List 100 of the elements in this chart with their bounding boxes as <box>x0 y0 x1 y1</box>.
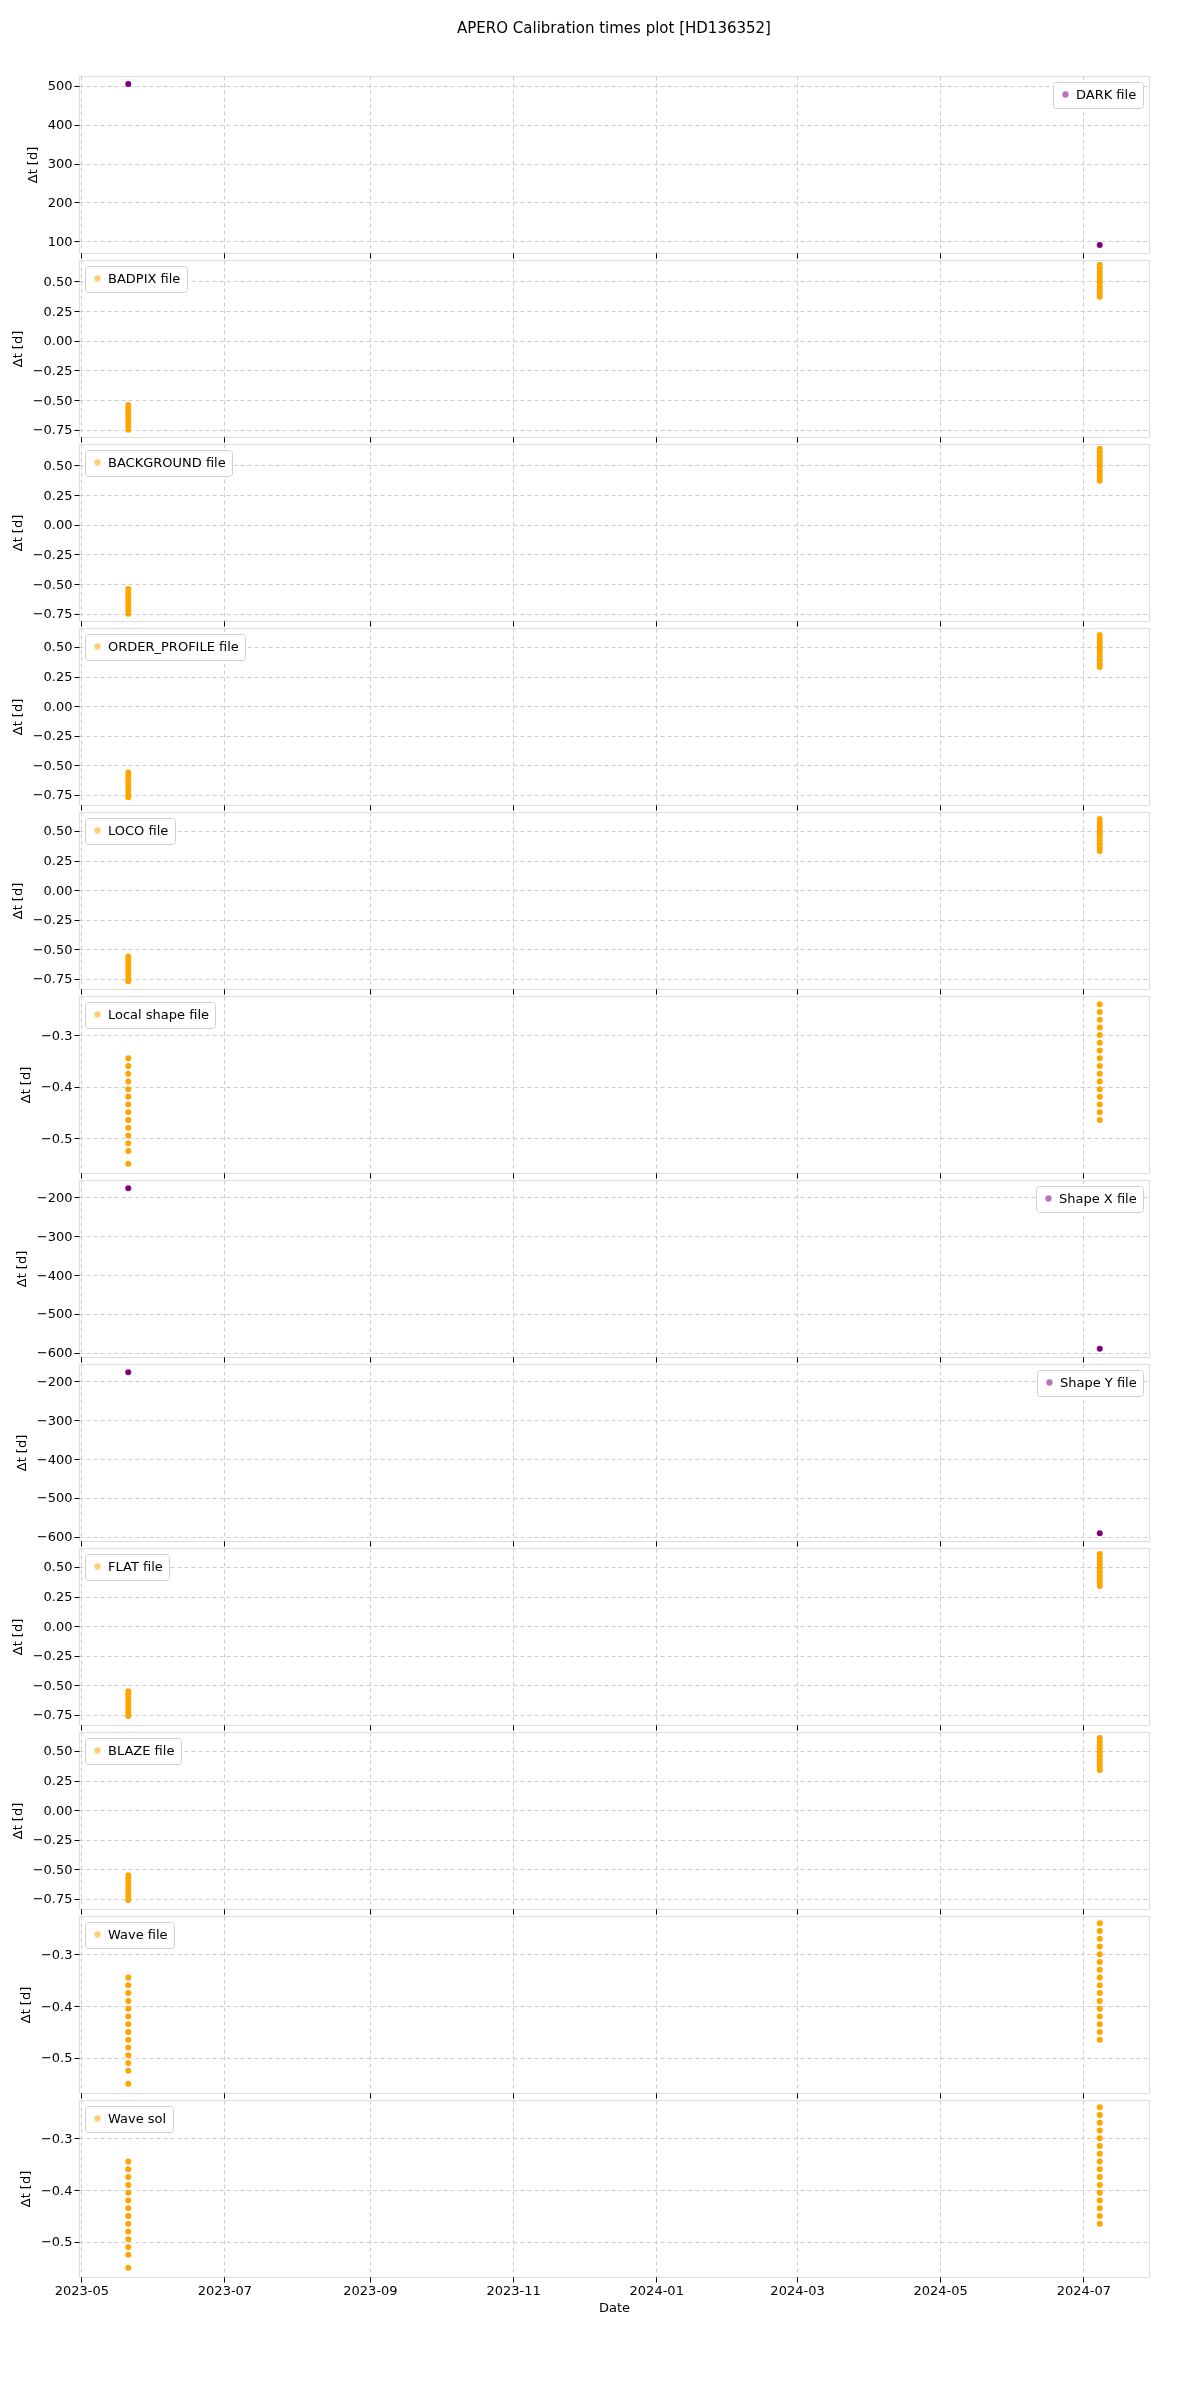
point <box>125 1062 132 1069</box>
legend-label: Shape X file <box>1059 1190 1137 1206</box>
point <box>125 1897 132 1904</box>
point <box>125 1086 132 1093</box>
y-tick-label: 400 <box>47 117 73 133</box>
y-tick-label: −400 <box>36 1267 73 1283</box>
point <box>1096 1001 1103 1008</box>
y-axis-title: Δt [d] <box>9 1618 25 1656</box>
point <box>1096 2166 1103 2173</box>
legend-label: Shape Y file <box>1060 1374 1137 1390</box>
point <box>125 1055 132 1062</box>
point <box>125 2044 132 2051</box>
y-tick-label: −0.50 <box>32 941 73 957</box>
y-tick-label: −0.50 <box>32 576 73 592</box>
point <box>1096 2174 1103 2181</box>
point <box>125 1974 132 1981</box>
x-tick-label: 2024-07 <box>1056 2282 1111 2298</box>
y-tick-label: 0.25 <box>43 1773 73 1789</box>
y-tick-label: −0.3 <box>40 1946 73 1962</box>
point <box>125 1140 132 1147</box>
point <box>1096 2005 1103 2012</box>
x-tick-label: 2024-05 <box>913 2282 968 2298</box>
y-tick-label: 0.25 <box>43 303 73 319</box>
point <box>1096 1101 1103 1108</box>
point <box>125 2013 132 2020</box>
y-tick-label: 500 <box>47 78 73 94</box>
x-axis-title: Date <box>598 2299 631 2315</box>
y-tick-label: −0.50 <box>32 1861 73 1877</box>
y-tick-label: −0.5 <box>40 2050 73 2066</box>
point <box>125 794 132 801</box>
point <box>1096 1062 1103 1069</box>
point <box>1096 2189 1103 2196</box>
point <box>125 1109 132 1116</box>
point <box>1096 2028 1103 2035</box>
point <box>1096 1990 1103 1997</box>
legend-label: BACKGROUND file <box>108 454 226 470</box>
point <box>125 2189 132 2196</box>
y-tick-label: 0.00 <box>43 517 73 533</box>
chart-title: APERO Calibration times plot [HD136352] <box>457 19 771 37</box>
legend-label: BLAZE file <box>108 1742 175 1758</box>
y-axis-title: Δt [d] <box>17 1986 33 2024</box>
legend-label: FLAT file <box>108 1558 163 1574</box>
y-tick-label: −0.3 <box>40 1027 73 1043</box>
legend-label: Wave sol <box>108 2110 167 2126</box>
legend-label: ORDER_PROFILE file <box>108 638 239 654</box>
y-tick-label: −0.25 <box>32 546 73 562</box>
y-tick-label: −0.3 <box>40 2130 73 2146</box>
y-tick-label: −0.4 <box>40 2182 73 2198</box>
point <box>1096 1920 1103 1927</box>
point <box>1096 2135 1103 2142</box>
point <box>1096 2197 1103 2204</box>
point <box>1096 2127 1103 2134</box>
point <box>125 1160 132 1167</box>
point <box>1096 1047 1103 1054</box>
y-tick-label: −0.75 <box>32 787 73 803</box>
y-tick-label: −0.75 <box>32 971 73 987</box>
y-tick-label: −0.50 <box>32 392 73 408</box>
point <box>1096 2013 1103 2020</box>
point <box>1096 2181 1103 2188</box>
y-tick-label: −200 <box>36 1373 73 1389</box>
point <box>1096 2036 1103 2043</box>
y-axis-title: Δt [d] <box>9 882 25 920</box>
legend-label: Wave file <box>108 1926 168 1942</box>
point <box>1096 1966 1103 1973</box>
y-tick-label: 0.00 <box>43 333 73 349</box>
point <box>125 2174 132 2181</box>
point <box>125 1132 132 1139</box>
point <box>125 2264 132 2271</box>
point <box>125 2052 132 2059</box>
point <box>125 1997 132 2004</box>
point <box>1096 2021 1103 2028</box>
y-tick-label: 200 <box>47 194 73 210</box>
y-tick-label: −400 <box>36 1451 73 1467</box>
y-axis-title: Δt [d] <box>9 698 25 736</box>
point <box>1096 1024 1103 1031</box>
x-tick-label: 2023-11 <box>486 2282 541 2298</box>
point <box>1096 1951 1103 1958</box>
point <box>1096 1943 1103 1950</box>
y-tick-label: −200 <box>36 1189 73 1205</box>
legend-label: Local shape file <box>108 1006 209 1022</box>
point <box>125 1713 132 1720</box>
point <box>1096 1070 1103 1077</box>
point <box>125 2080 132 2087</box>
point <box>1096 2119 1103 2126</box>
point <box>125 2220 132 2227</box>
point <box>1096 261 1103 268</box>
point <box>1096 1109 1103 1116</box>
x-tick-label: 2024-03 <box>770 2282 825 2298</box>
y-tick-label: −0.25 <box>32 912 73 928</box>
point <box>125 2228 132 2235</box>
point <box>1096 1117 1103 1123</box>
y-axis-title: Δt [d] <box>9 514 25 552</box>
y-tick-label: −0.5 <box>40 2234 73 2250</box>
point <box>1096 1959 1103 1966</box>
point <box>1096 1982 1103 1989</box>
y-tick-label: −0.75 <box>32 422 73 438</box>
y-tick-label: −500 <box>36 1306 73 1322</box>
point <box>125 2067 132 2074</box>
y-tick-label: −0.75 <box>32 1891 73 1907</box>
y-tick-label: 0.50 <box>43 1743 73 1759</box>
